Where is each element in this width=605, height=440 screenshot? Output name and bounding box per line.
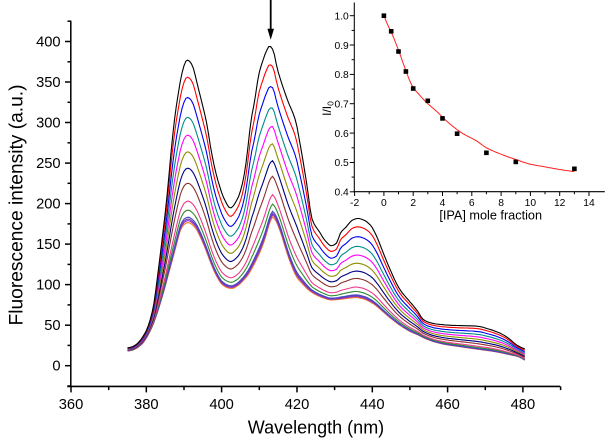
svg-text:-2: -2 [350, 198, 359, 209]
svg-text:50: 50 [44, 318, 60, 334]
svg-text:350: 350 [36, 75, 61, 91]
svg-text:0.7: 0.7 [334, 100, 349, 111]
svg-text:Fluorescence intensity (a.u.): Fluorescence intensity (a.u.) [6, 84, 27, 325]
svg-text:8: 8 [498, 198, 504, 209]
svg-text:12: 12 [554, 198, 566, 209]
svg-text:14: 14 [583, 198, 595, 209]
svg-text:440: 440 [360, 397, 385, 413]
svg-text:10: 10 [525, 198, 537, 209]
svg-text:100: 100 [36, 278, 61, 294]
svg-text:360: 360 [59, 397, 84, 413]
svg-text:420: 420 [285, 397, 310, 413]
svg-text:480: 480 [511, 397, 536, 413]
svg-text:2: 2 [410, 198, 416, 209]
svg-text:0.5: 0.5 [334, 158, 349, 169]
svg-text:0.4: 0.4 [334, 188, 349, 199]
svg-text:380: 380 [134, 397, 159, 413]
svg-text:250: 250 [36, 156, 61, 172]
svg-text:300: 300 [36, 116, 61, 132]
svg-text:460: 460 [435, 397, 460, 413]
svg-text:150: 150 [36, 237, 61, 253]
svg-text:0: 0 [381, 198, 387, 209]
svg-text:400: 400 [36, 35, 61, 51]
svg-text:4: 4 [440, 198, 446, 209]
svg-text:0: 0 [52, 359, 60, 375]
svg-text:400: 400 [209, 397, 234, 413]
svg-text:0.6: 0.6 [334, 129, 349, 140]
svg-text:0.9: 0.9 [334, 41, 349, 52]
svg-text:[IPA] mole fraction: [IPA] mole fraction [439, 209, 542, 223]
svg-text:200: 200 [36, 197, 61, 213]
svg-text:6: 6 [469, 198, 475, 209]
svg-text:Wavelength (nm): Wavelength (nm) [248, 418, 384, 438]
svg-text:0.8: 0.8 [334, 70, 349, 81]
svg-text:1.0: 1.0 [334, 11, 349, 22]
